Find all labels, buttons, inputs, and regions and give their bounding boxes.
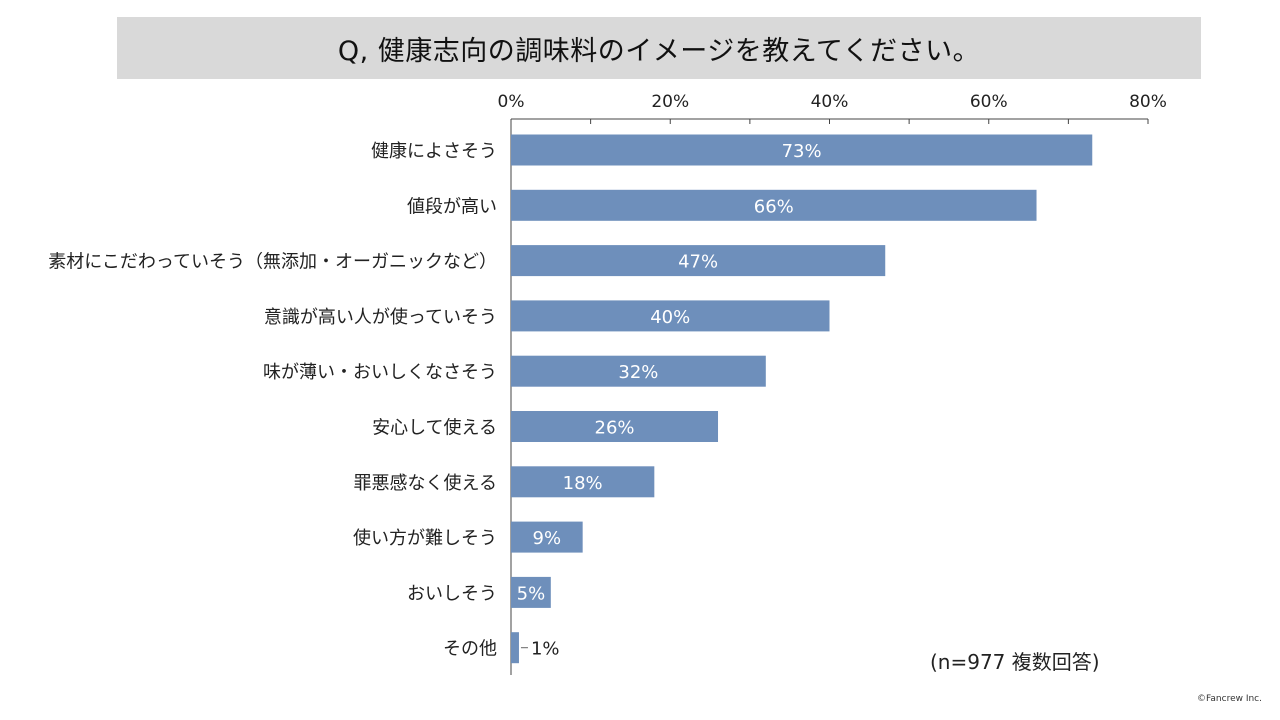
x-tick-label: 80% — [1129, 92, 1167, 112]
bar-value-label: 73% — [782, 141, 822, 162]
bar-value-label: 9% — [533, 528, 562, 549]
bar-value-label: 18% — [563, 473, 603, 494]
bar — [511, 632, 519, 664]
sample-note: (n=977 複数回答) — [930, 650, 1100, 674]
category-label: その他 — [443, 639, 497, 660]
bar — [511, 300, 830, 332]
bar-value-label: 1% — [531, 639, 560, 660]
bar — [511, 521, 583, 553]
category-label: 安心して使える — [372, 418, 497, 439]
copyright-text: ©Fancrew Inc. — [1197, 694, 1262, 704]
x-tick-label: 60% — [970, 92, 1008, 112]
category-label: 罪悪感なく使える — [354, 473, 497, 494]
bar-value-label: 47% — [678, 252, 718, 273]
category-label: おいしそう — [407, 583, 497, 604]
bar — [511, 411, 719, 442]
title-band: Q, 健康志向の調味料のイメージを教えてください。 — [117, 17, 1201, 79]
category-label: 素材にこだわっていそう（無添加・オーガニックなど） — [48, 252, 497, 273]
bar — [511, 189, 1037, 221]
x-tick-label: 20% — [651, 92, 689, 112]
bar — [511, 466, 655, 498]
bar — [511, 355, 766, 387]
bar-value-label: 5% — [517, 583, 546, 604]
bar-value-label: 66% — [754, 196, 794, 217]
category-label: 使い方が難しそう — [353, 528, 497, 549]
bar — [511, 576, 551, 608]
category-label: 味が薄い・おいしくなさそう — [263, 362, 497, 383]
x-tick-label: 40% — [811, 92, 849, 112]
category-label: 意識が高い人が使っていそう — [264, 307, 497, 328]
bar — [511, 134, 1093, 166]
category-label: 値段が高い — [407, 196, 497, 217]
chart-title: Q, 健康志向の調味料のイメージを教えてください。 — [337, 35, 981, 67]
bar-value-label: 32% — [618, 362, 658, 383]
bar — [511, 245, 886, 277]
bar-value-label: 26% — [595, 418, 635, 439]
x-tick-label: 0% — [498, 92, 525, 112]
category-label: 健康によさそう — [371, 141, 497, 162]
bar-value-label: 40% — [650, 307, 690, 328]
